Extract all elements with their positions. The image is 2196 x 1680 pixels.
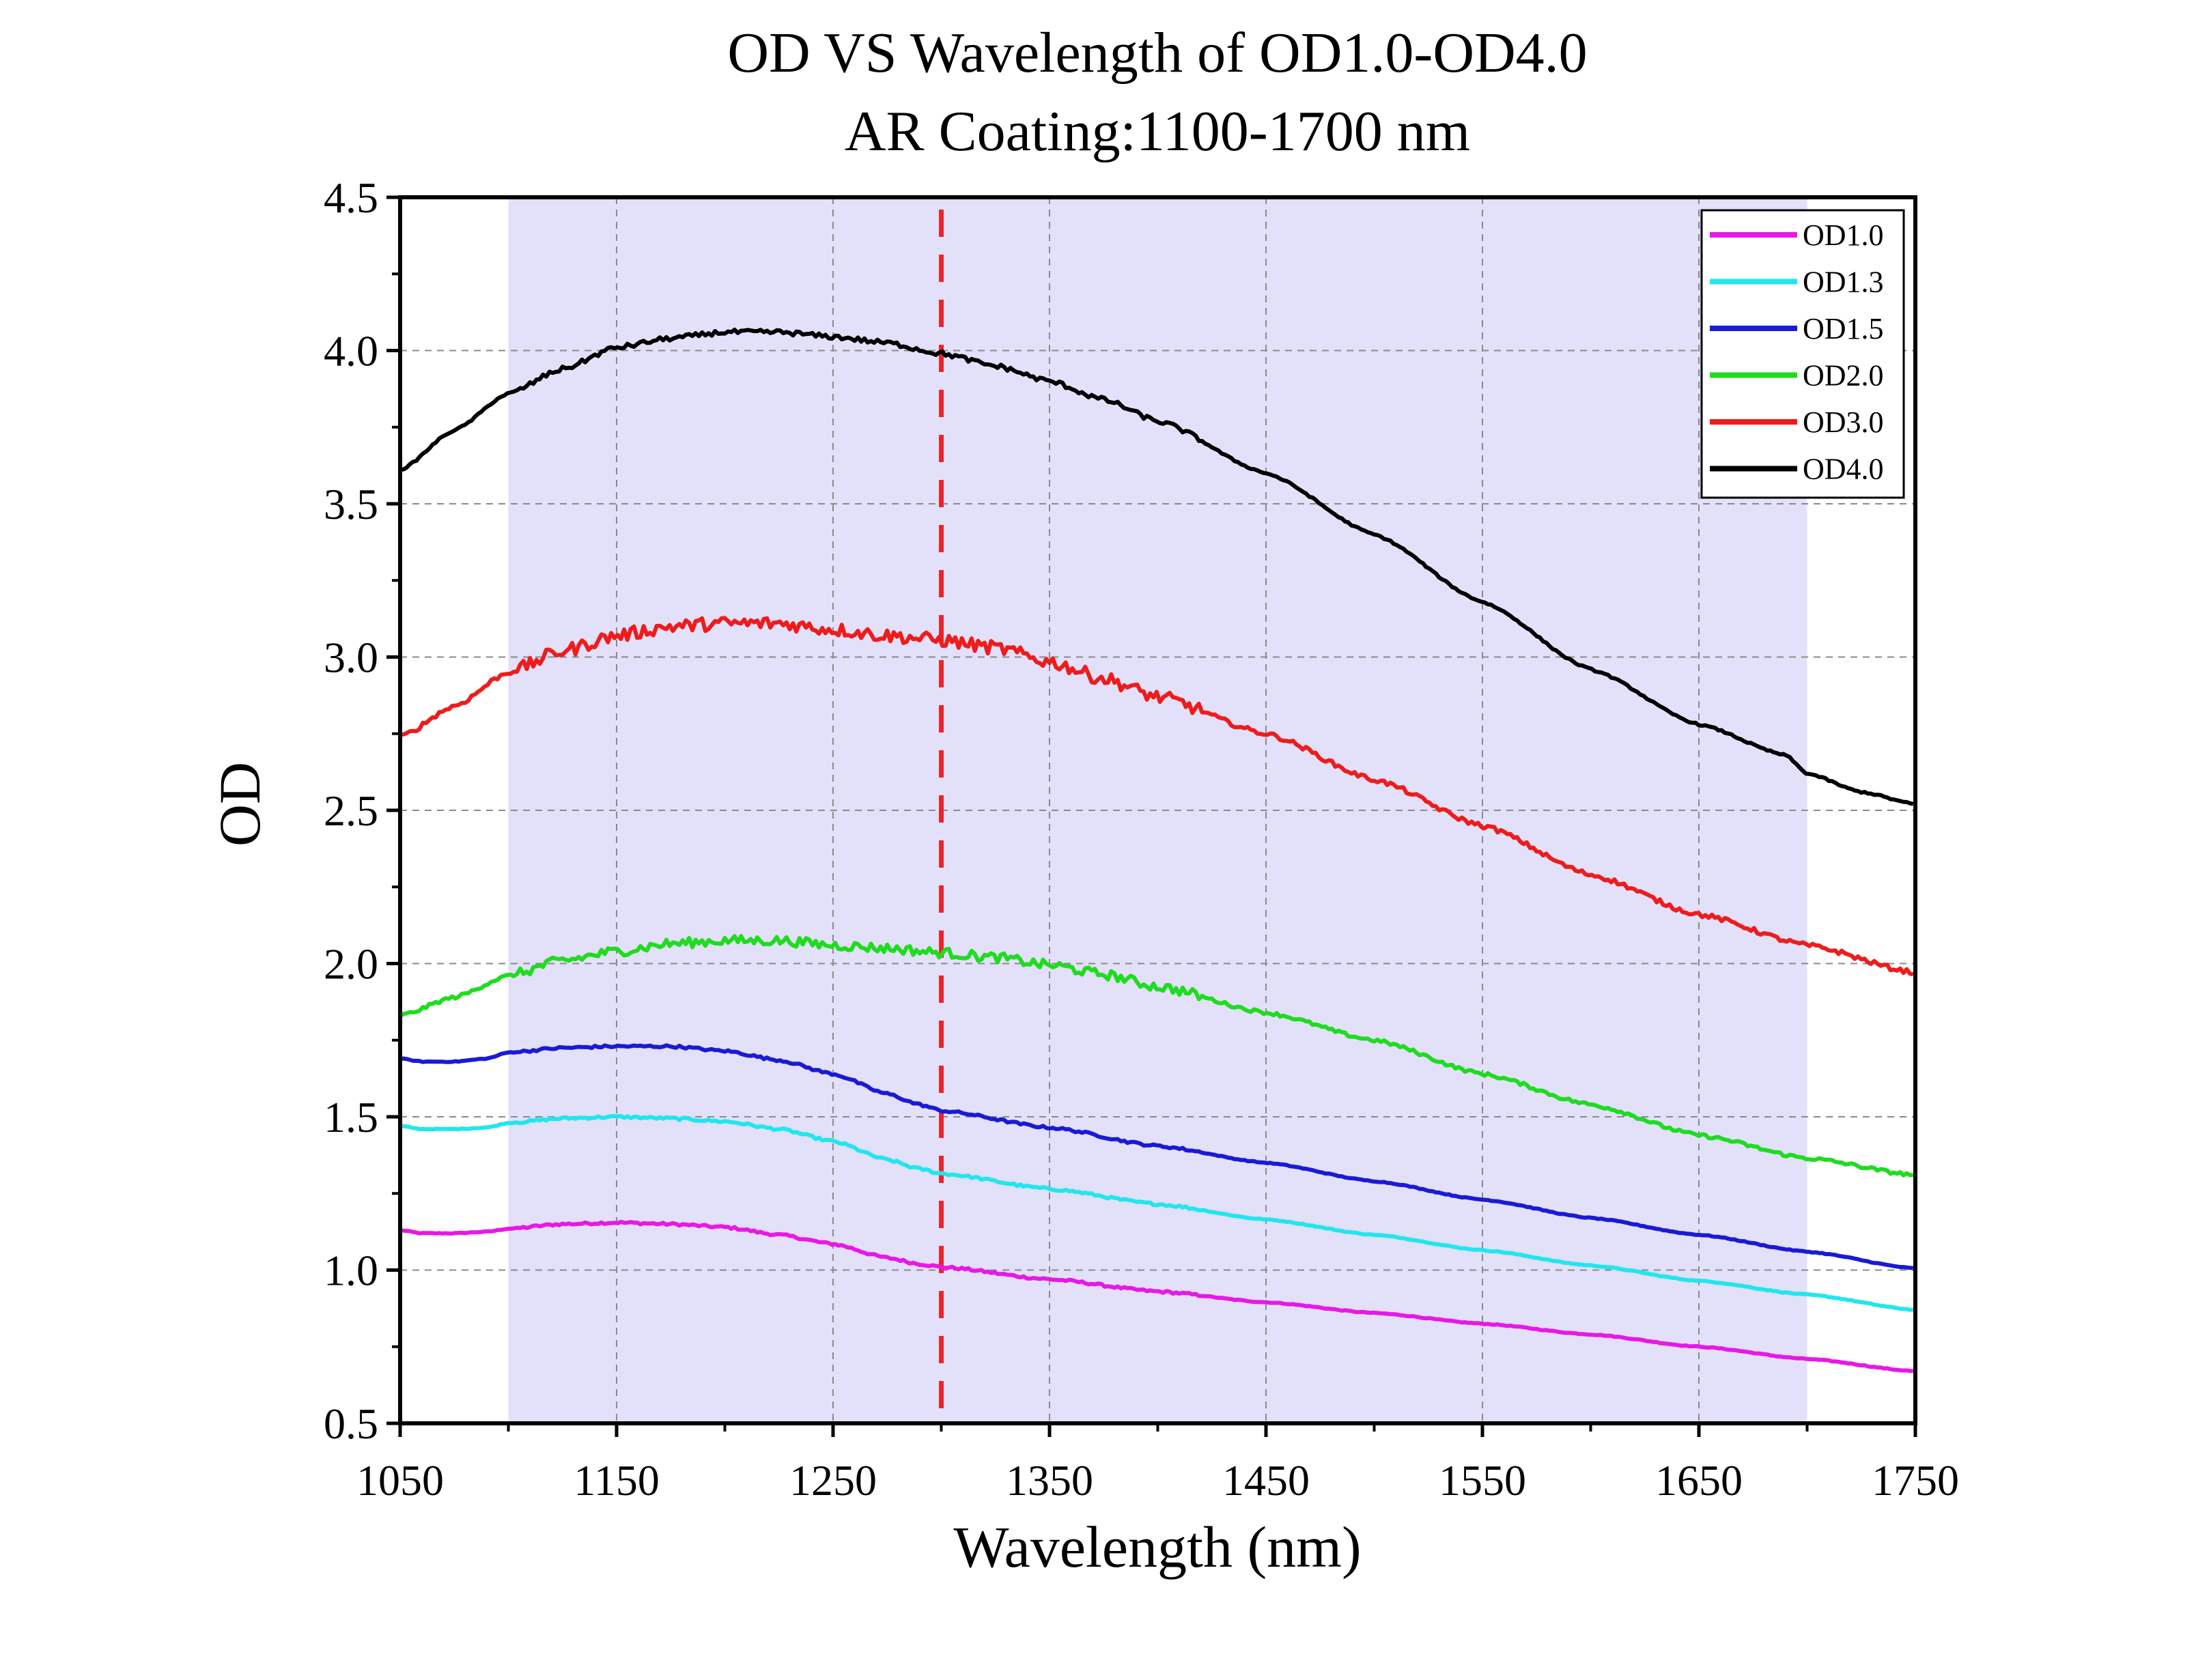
x-tick-label: 1050	[356, 1456, 444, 1505]
legend-label: OD2.0	[1803, 359, 1884, 393]
series-lines	[399, 328, 1914, 1373]
legend-label: OD4.0	[1803, 453, 1884, 486]
y-tick-label: 4.0	[324, 327, 378, 375]
y-tick-label: 2.5	[324, 786, 378, 835]
legend-label: OD1.3	[1803, 266, 1884, 299]
x-tick-label: 1750	[1872, 1456, 1959, 1505]
series-line	[399, 1043, 1914, 1270]
y-tick-label: 3.0	[324, 633, 378, 682]
series-line	[400, 328, 1914, 806]
series-line	[399, 1219, 1913, 1373]
x-tick-label: 1350	[1006, 1456, 1093, 1505]
y-tick-label: 1.5	[324, 1093, 378, 1141]
chart-subtitle: AR Coating:1100-1700 nm	[845, 100, 1470, 163]
legend-label: OD1.5	[1803, 312, 1884, 345]
x-axis: 1050 1150 1250 1350 1450 1550 1650 1750	[356, 1423, 1959, 1505]
chart-title-group: OD VS Wavelength of OD1.0-OD4.0 AR Coati…	[727, 21, 1587, 163]
legend-box	[1700, 209, 1905, 499]
x-tick-label: 1650	[1655, 1456, 1743, 1505]
y-axis-label: OD	[207, 762, 272, 846]
y-tick-label: 0.5	[324, 1399, 378, 1448]
chart-title: OD VS Wavelength of OD1.0-OD4.0	[727, 21, 1587, 85]
y-tick-label: 3.5	[324, 480, 378, 528]
x-tick-label: 1150	[574, 1456, 660, 1505]
y-tick-label: 4.5	[324, 173, 378, 222]
legend-label: OD3.0	[1803, 405, 1884, 439]
series-line	[399, 1113, 1914, 1312]
y-axis: 0.5 1.0 1.5 2.0 2.5 3.0 3.5 4.0 4.5	[324, 173, 400, 1448]
y-tick-label: 1.0	[324, 1247, 378, 1295]
x-tick-label: 1250	[789, 1456, 877, 1505]
x-axis-label: Wavelength (nm)	[953, 1514, 1361, 1580]
legend: OD1.0 OD1.3 OD1.5 OD2.0 OD3.0 OD4.0	[1700, 209, 1905, 499]
shaded-region	[508, 197, 1807, 1423]
x-tick-label: 1450	[1222, 1456, 1310, 1505]
legend-label: OD1.0	[1803, 218, 1884, 252]
series-line	[399, 934, 1914, 1178]
y-tick-label: 2.0	[324, 940, 378, 988]
series-line	[399, 616, 1914, 977]
x-tick-label: 1550	[1439, 1456, 1526, 1505]
